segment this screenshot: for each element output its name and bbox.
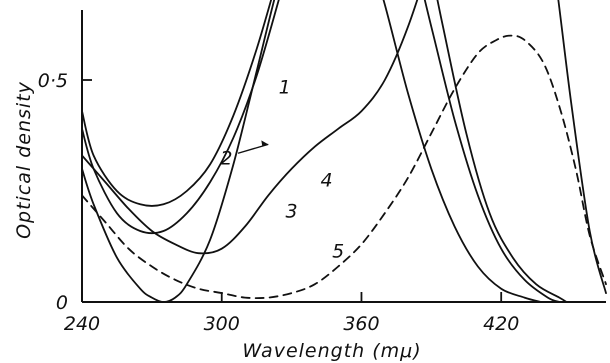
x-tick-label: 240 <box>64 313 100 335</box>
curve-label-4: 4 <box>320 170 332 192</box>
x-tick-label: 420 <box>483 313 519 335</box>
curve-label-2: 2 <box>220 147 232 169</box>
curve-label-5: 5 <box>332 241 344 263</box>
y-tick-label: 0 <box>56 292 68 314</box>
series-1-line <box>81 0 568 303</box>
series-3-line <box>81 0 542 303</box>
curve-label-3: 3 <box>286 201 298 223</box>
curve-labels: 1 2 34 5 <box>220 76 344 262</box>
y-axis-label: Optical density <box>13 81 35 239</box>
x-tick-label: 300 <box>204 313 240 335</box>
series-4-line <box>81 0 607 294</box>
y-tick-label: 0·5 <box>38 70 68 92</box>
series-2-line <box>81 0 561 303</box>
x-tick-label: 360 <box>343 313 379 335</box>
curve-label-1: 1 <box>279 76 291 98</box>
series-5-line <box>81 34 607 300</box>
x-axis-label: Wavelength (mμ) <box>242 340 421 362</box>
series-lines <box>81 0 607 303</box>
curve-2-arrowhead <box>261 140 269 147</box>
